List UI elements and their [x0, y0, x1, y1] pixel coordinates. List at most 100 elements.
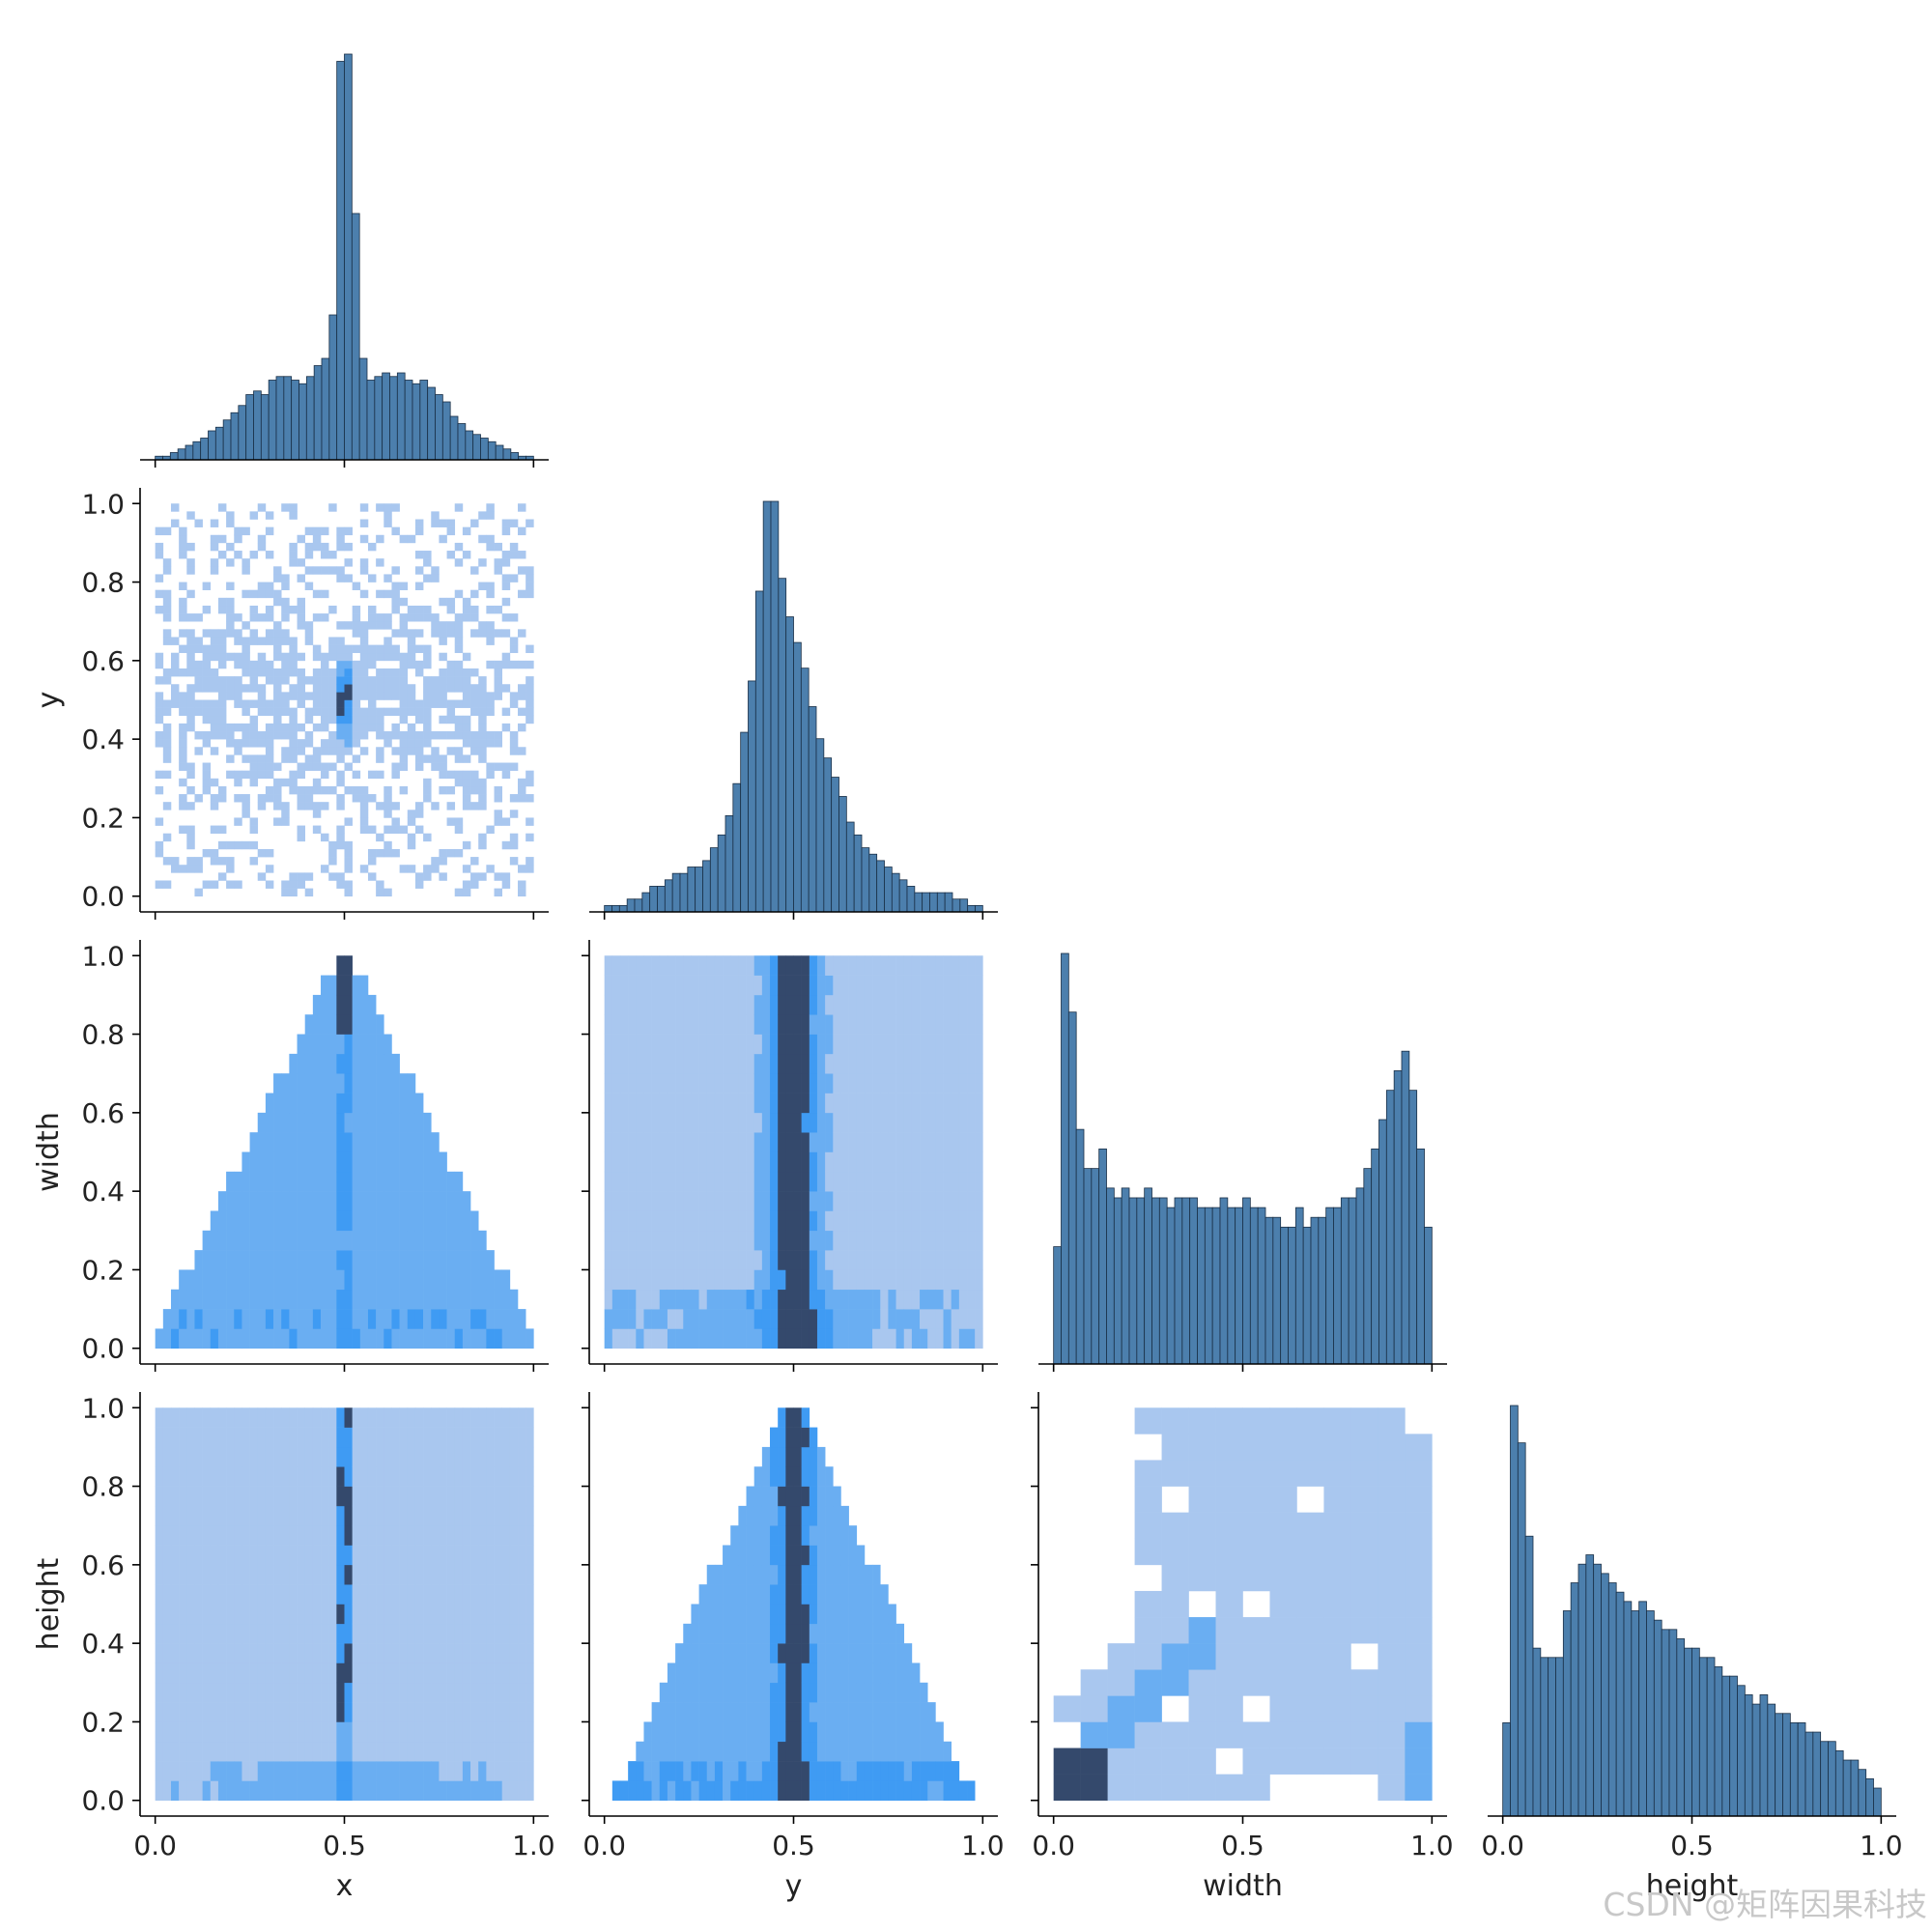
heat-cell-y-width: [880, 1132, 889, 1152]
heat-cell-x-y: [289, 770, 298, 780]
heat-cell-x-height: [234, 1407, 242, 1428]
heat-cell-x-y: [179, 692, 187, 700]
heat-cell-width-height: [1378, 1695, 1406, 1722]
heat-cell-y-width: [723, 1093, 731, 1114]
heat-cell-y-height: [880, 1623, 889, 1644]
heat-cell-y-height: [833, 1604, 841, 1625]
heat-cell-y-width: [643, 1171, 652, 1192]
heat-cell-y-width: [604, 1132, 613, 1152]
heat-cell-x-y: [155, 840, 164, 850]
heat-cell-x-width: [352, 975, 361, 996]
heat-cell-x-height: [384, 1564, 392, 1585]
y-tick-label: 0.6: [81, 1549, 125, 1581]
heat-cell-x-y: [407, 605, 416, 614]
heat-cell-y-width: [975, 1250, 983, 1270]
heat-cell-y-width: [840, 975, 849, 996]
heat-cell-x-height: [297, 1486, 306, 1507]
heat-cell-x-y: [344, 707, 353, 717]
heat-cell-x-height: [226, 1780, 235, 1802]
heat-cell-y-width: [667, 1250, 676, 1270]
heat-cell-x-y: [486, 542, 495, 552]
heat-cell-x-height: [257, 1466, 267, 1487]
heat-cell-x-width: [431, 1289, 440, 1310]
heat-cell-x-y: [526, 817, 534, 826]
heat-cell-x-height: [509, 1564, 519, 1585]
heat-cell-y-width: [761, 1073, 771, 1094]
hist-bar-x: [222, 419, 232, 461]
heat-cell-width-height: [1378, 1486, 1406, 1513]
heat-cell-x-y: [186, 589, 195, 599]
y-axis-label: height: [32, 1557, 66, 1650]
heat-cell-x-height: [312, 1584, 322, 1605]
heat-cell-x-y: [179, 542, 187, 552]
heat-cell-x-height: [384, 1446, 392, 1467]
heat-cell-x-y: [352, 621, 361, 630]
heat-cell-x-height: [526, 1486, 534, 1507]
heat-cell-y-width: [833, 994, 841, 1015]
heat-cell-x-y: [470, 684, 479, 693]
heat-cell-x-height: [344, 1682, 353, 1703]
heat-cell-x-y: [281, 605, 290, 614]
heat-cell-y-width: [825, 994, 834, 1015]
heat-cell-y-width: [636, 955, 644, 976]
heat-cell-x-height: [210, 1741, 219, 1762]
heat-cell-y-height: [911, 1721, 921, 1743]
hist-bar-width: [1211, 1207, 1221, 1365]
heat-cell-x-height: [217, 1721, 227, 1743]
heat-cell-y-width: [706, 1171, 716, 1192]
heat-cell-x-y: [414, 605, 424, 614]
heat-cell-y-width: [935, 1289, 944, 1310]
heat-cell-x-y: [384, 589, 392, 599]
heat-cell-y-height: [833, 1780, 841, 1802]
hist-bar-width: [1408, 1090, 1418, 1365]
heat-cell-x-height: [179, 1761, 187, 1781]
heat-cell-x-y: [391, 644, 400, 654]
heat-cell-y-width: [611, 1112, 621, 1133]
heat-cell-x-height: [297, 1662, 306, 1684]
heat-cell-x-y: [336, 731, 345, 740]
heat-cell-x-height: [344, 1780, 353, 1802]
heat-cell-x-y: [462, 778, 471, 787]
heat-cell-y-width: [840, 1230, 849, 1251]
heat-cell-x-height: [273, 1662, 282, 1684]
hist-bar-x: [328, 314, 338, 461]
hist-bar-height: [1555, 1657, 1564, 1817]
heat-cell-y-height: [793, 1427, 802, 1448]
heat-cell-y-height: [872, 1761, 881, 1781]
heat-cell-y-width: [611, 1073, 621, 1094]
heat-cell-x-width: [179, 1269, 187, 1291]
heat-cell-y-width: [958, 1328, 968, 1350]
heat-cell-y-width: [840, 1112, 849, 1133]
heat-cell-y-width: [833, 955, 841, 976]
hist-bar-y: [944, 892, 953, 913]
heat-cell-x-width: [336, 994, 345, 1015]
heat-cell-y-width: [738, 1151, 747, 1173]
heat-cell-y-height: [801, 1643, 810, 1663]
heat-cell-x-height: [336, 1643, 345, 1663]
heat-cell-y-width: [880, 1250, 889, 1270]
heat-cell-x-y: [321, 865, 329, 873]
heat-cell-x-height: [194, 1564, 203, 1585]
hist-bar-height: [1706, 1657, 1716, 1817]
heat-cell-x-width: [367, 1250, 377, 1270]
heat-cell-x-height: [423, 1564, 432, 1585]
heat-cell-x-height: [186, 1486, 195, 1507]
x-tick-label: 1.0: [512, 1830, 555, 1861]
heat-cell-x-height: [384, 1761, 392, 1781]
heat-cell-x-height: [265, 1780, 274, 1802]
heat-cell-x-width: [289, 1230, 298, 1251]
heat-cell-x-width: [446, 1328, 456, 1350]
heat-cell-y-height: [785, 1761, 794, 1781]
heat-cell-x-y: [328, 605, 337, 614]
heat-cell-y-width: [888, 1112, 896, 1133]
heat-cell-x-y: [486, 825, 495, 835]
heat-cell-y-width: [895, 1151, 905, 1173]
heat-cell-y-width: [659, 1171, 668, 1192]
heat-cell-x-height: [407, 1525, 416, 1546]
heat-cell-y-width: [714, 1151, 724, 1173]
heat-cell-y-width: [753, 1309, 763, 1329]
heat-cell-y-width: [864, 1073, 873, 1094]
heat-cell-x-y: [470, 605, 479, 614]
heat-cell-y-width: [723, 1073, 731, 1094]
heat-cell-y-height: [770, 1741, 779, 1762]
